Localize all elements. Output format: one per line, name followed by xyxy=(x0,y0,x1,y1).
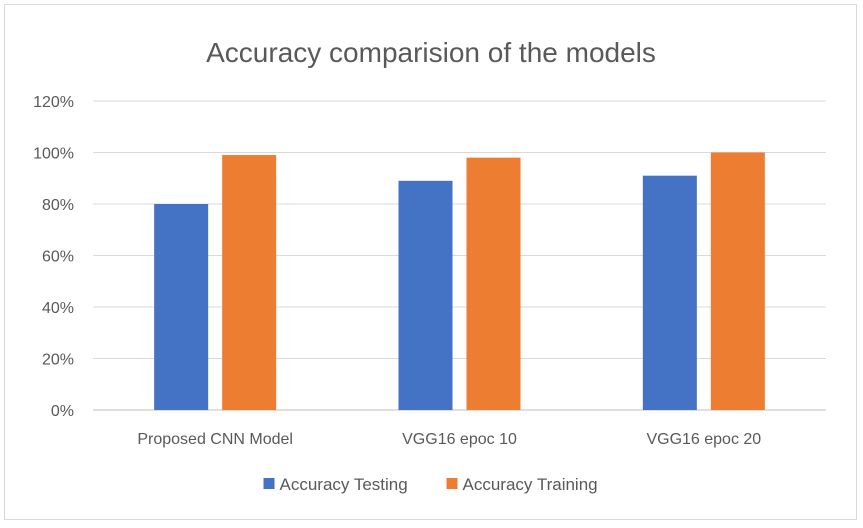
bar-accuracy-testing xyxy=(398,180,453,410)
legend-swatch xyxy=(263,478,275,489)
x-category-label: Proposed CNN Model xyxy=(137,431,293,448)
x-category-label: VGG16 epoc 20 xyxy=(646,431,761,448)
y-tick-label: 100% xyxy=(33,146,74,163)
bars xyxy=(154,152,765,410)
x-category-label: VGG16 epoc 10 xyxy=(402,431,517,448)
x-axis-categories: Proposed CNN Model VGG16 epoc 10 VGG16 epo… xyxy=(137,431,761,448)
chart-title: Accuracy comparision of the models xyxy=(206,37,656,68)
y-tick-label: 0% xyxy=(51,403,74,420)
y-tick-label: 20% xyxy=(42,352,74,369)
bar-accuracy-training xyxy=(466,157,521,410)
y-axis-ticks: 0% 20% 40% 60% 80% 100% 120% xyxy=(33,94,74,420)
bar-accuracy-training xyxy=(710,152,765,410)
y-tick-label: 60% xyxy=(42,249,74,266)
legend: Accuracy Testing Accuracy Training xyxy=(263,475,598,494)
bar-accuracy-testing xyxy=(154,204,209,410)
legend-label: Accuracy Training xyxy=(463,475,598,494)
bar-accuracy-training xyxy=(222,155,277,410)
y-tick-label: 120% xyxy=(33,94,74,111)
y-tick-label: 40% xyxy=(42,300,74,317)
legend-swatch xyxy=(446,478,458,489)
bar-accuracy-testing xyxy=(642,175,697,410)
gridlines xyxy=(93,100,826,411)
legend-label: Accuracy Testing xyxy=(280,475,408,494)
y-tick-label: 80% xyxy=(42,197,74,214)
